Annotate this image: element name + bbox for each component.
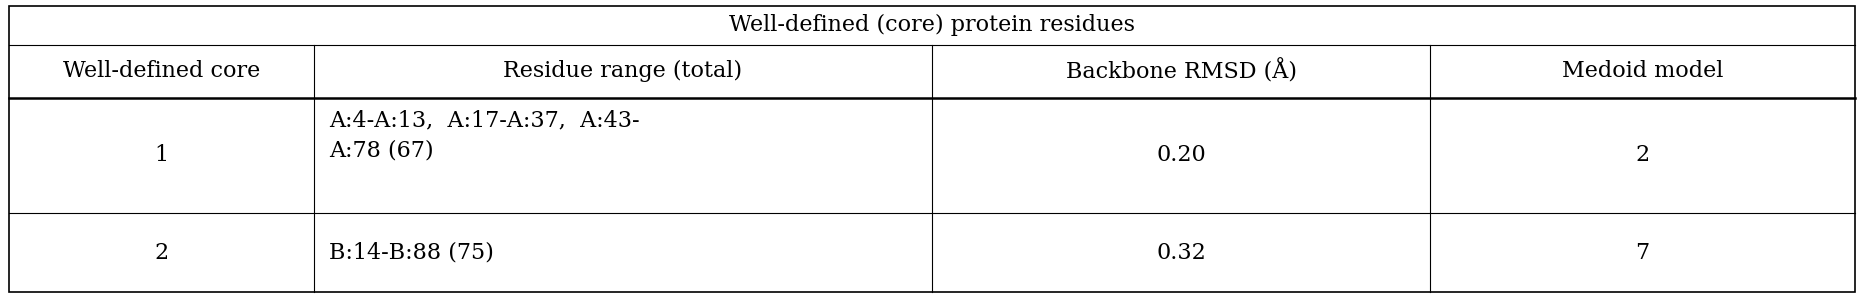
Text: 2: 2 bbox=[155, 242, 168, 264]
Text: Medoid model: Medoid model bbox=[1562, 60, 1722, 82]
Text: Well-defined (core) protein residues: Well-defined (core) protein residues bbox=[729, 14, 1135, 36]
Text: 2: 2 bbox=[1635, 145, 1650, 167]
Text: Residue range (total): Residue range (total) bbox=[503, 60, 742, 82]
Text: Backbone RMSD (Å): Backbone RMSD (Å) bbox=[1066, 59, 1297, 83]
Text: B:14-B:88 (75): B:14-B:88 (75) bbox=[328, 242, 494, 264]
Text: Well-defined core: Well-defined core bbox=[63, 60, 261, 82]
Text: 7: 7 bbox=[1635, 242, 1650, 264]
Text: A:4-A:13,  A:17-A:37,  A:43-
A:78 (67): A:4-A:13, A:17-A:37, A:43- A:78 (67) bbox=[328, 109, 639, 162]
Text: 0.20: 0.20 bbox=[1156, 145, 1206, 167]
Text: 1: 1 bbox=[155, 145, 168, 167]
Text: 0.32: 0.32 bbox=[1156, 242, 1206, 264]
